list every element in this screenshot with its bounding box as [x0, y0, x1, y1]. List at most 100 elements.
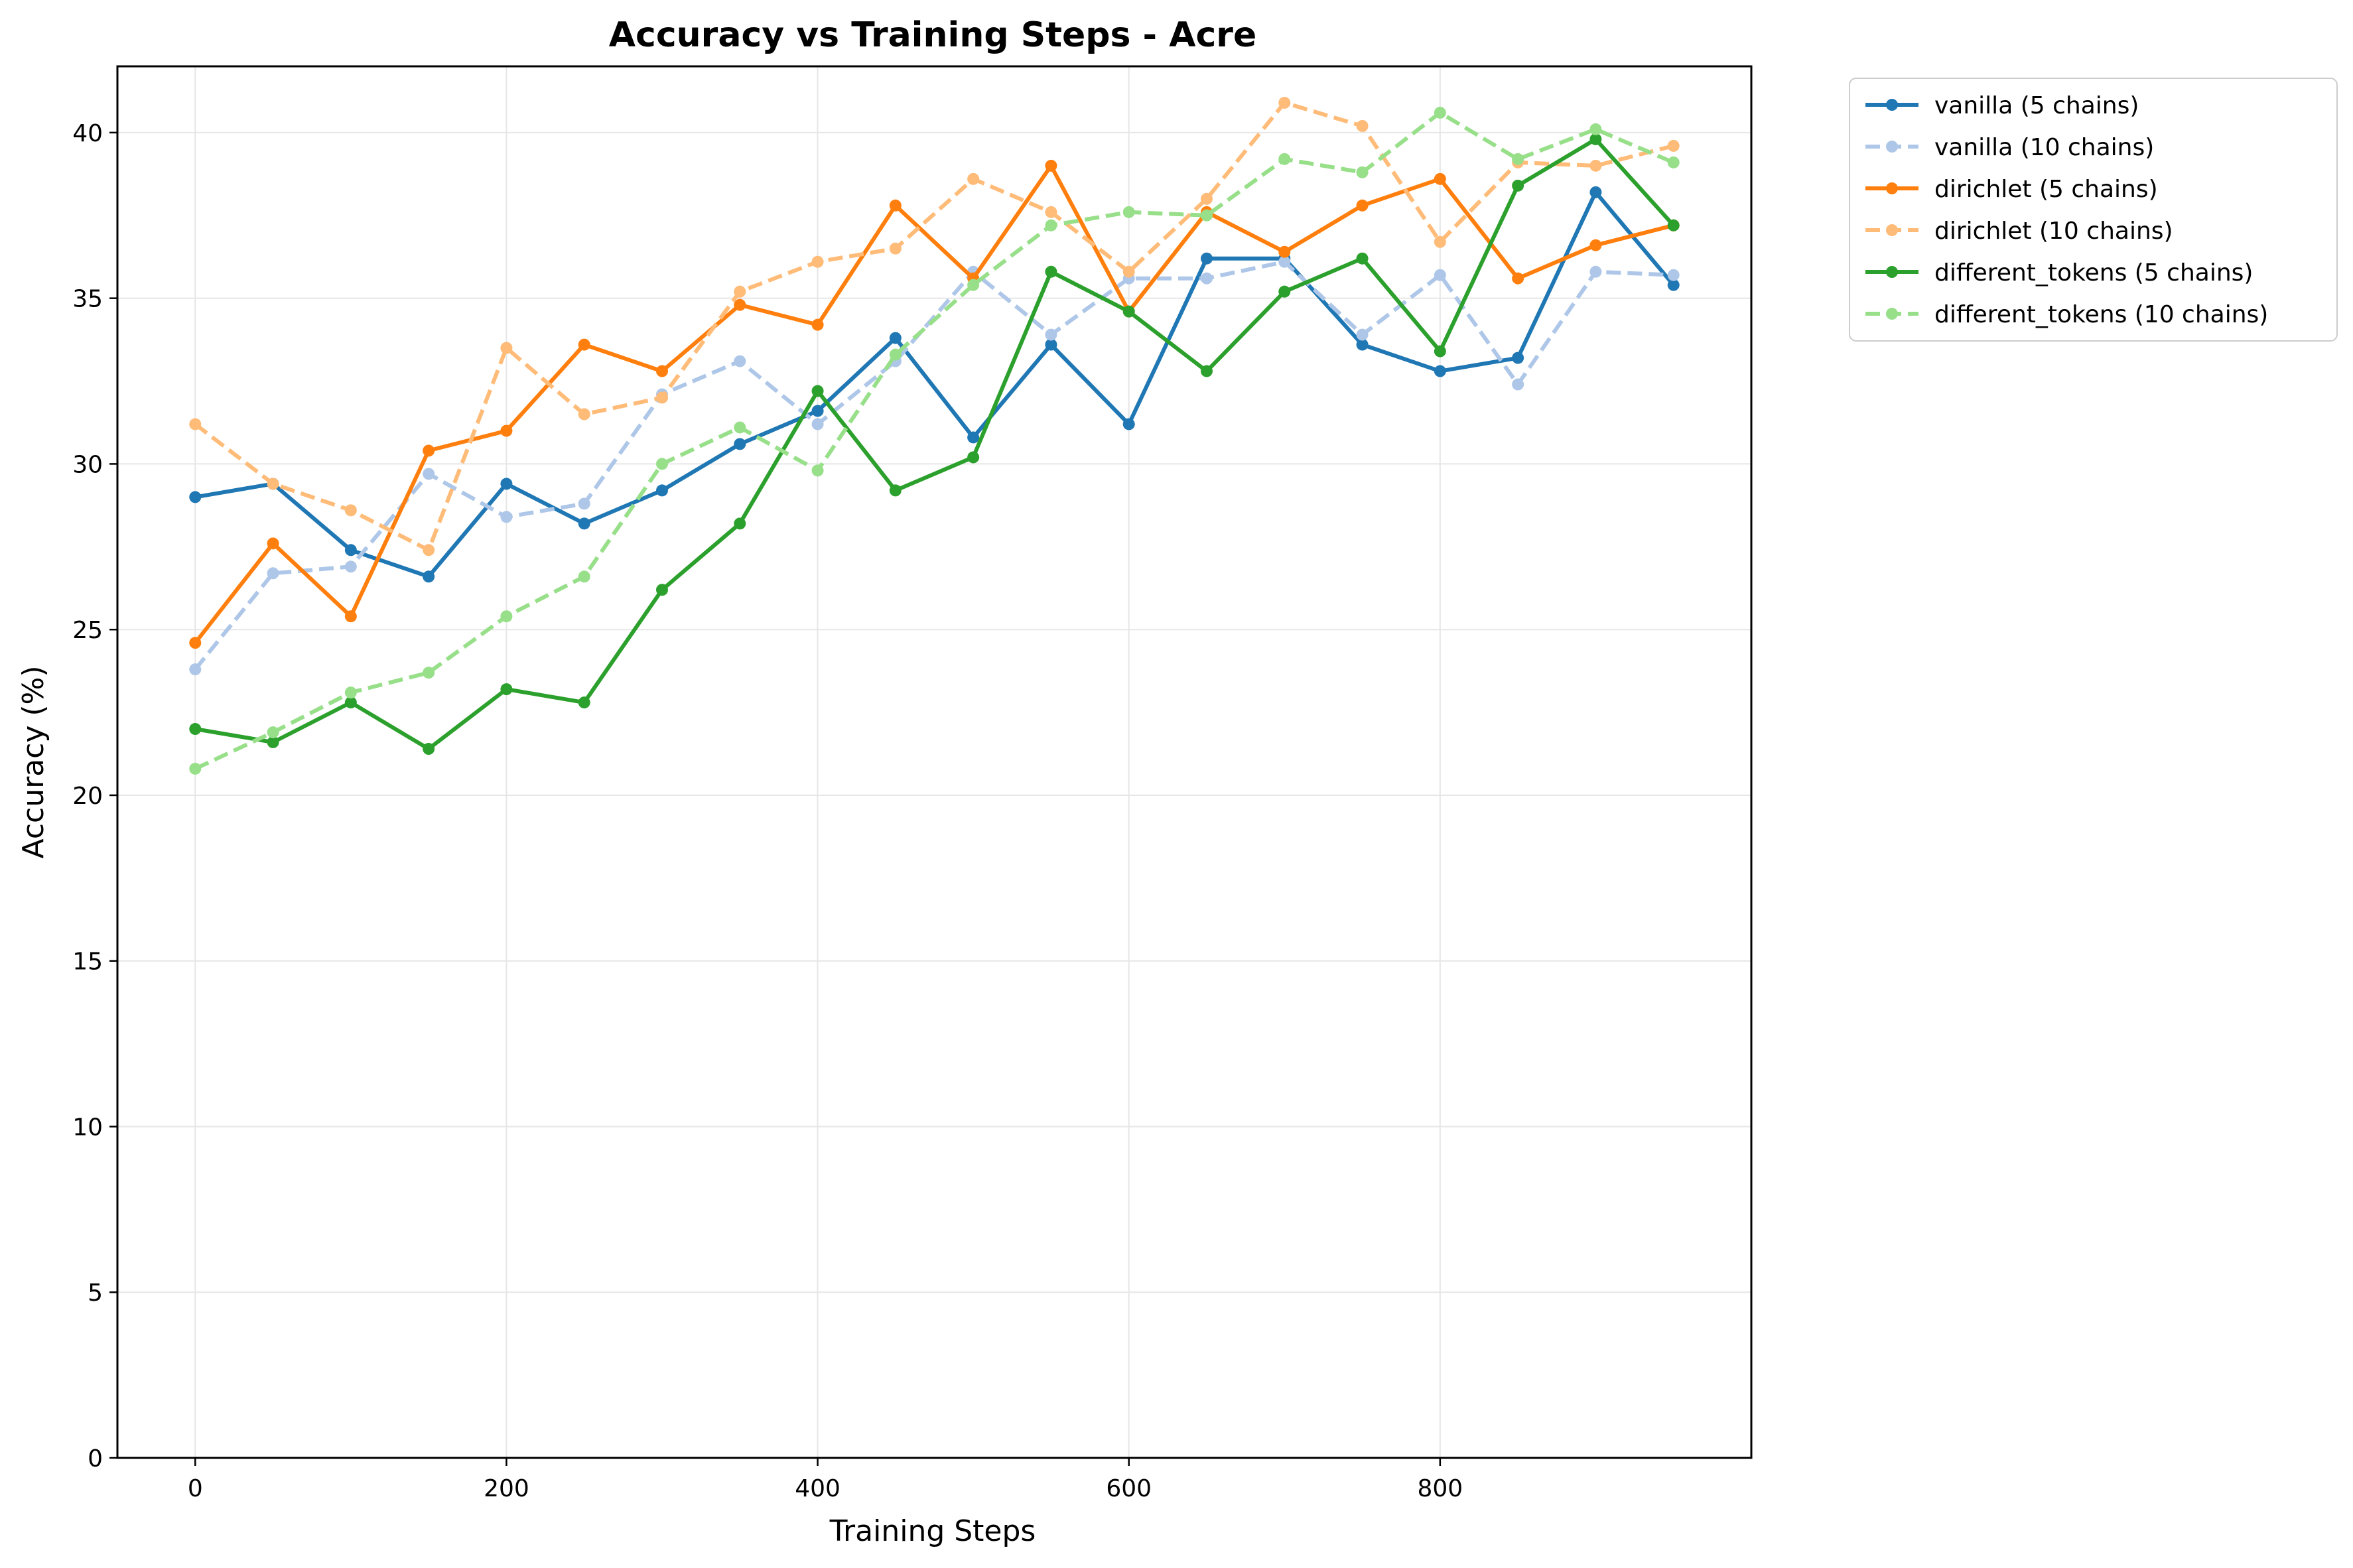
- data-point: [734, 285, 746, 298]
- data-point: [734, 355, 746, 367]
- legend-label: dirichlet (10 chains): [1934, 218, 2173, 245]
- data-point: [811, 405, 824, 417]
- data-point: [811, 255, 824, 268]
- data-point: [267, 478, 279, 490]
- data-point: [189, 762, 202, 775]
- data-point: [1278, 245, 1291, 258]
- data-point: [1045, 338, 1057, 351]
- data-point: [578, 497, 590, 510]
- data-point: [1589, 265, 1602, 278]
- data-point: [578, 408, 590, 421]
- series-line: [193, 137, 1676, 751]
- series-line: [193, 163, 1676, 645]
- data-point: [1201, 272, 1213, 285]
- data-point: [967, 279, 980, 291]
- x-tick-label: 0: [188, 1475, 203, 1502]
- data-point: [423, 544, 435, 556]
- chart-title: Accuracy vs Training Steps - Acre: [609, 15, 1256, 55]
- y-tick-label: 20: [72, 783, 103, 810]
- plot-frame: [116, 65, 1753, 1459]
- data-point: [656, 584, 668, 596]
- data-point: [189, 418, 202, 430]
- legend-box: [1849, 78, 2338, 342]
- data-point: [344, 610, 357, 623]
- y-axis-label: Accuracy (%): [17, 665, 50, 858]
- data-point: [578, 517, 590, 530]
- data-point: [1667, 139, 1680, 152]
- data-point: [267, 567, 279, 580]
- data-point: [500, 425, 513, 437]
- data-point: [1045, 328, 1057, 341]
- data-point: [734, 517, 746, 530]
- data-point: [734, 438, 746, 450]
- data-point: [656, 365, 668, 377]
- data-point: [1201, 209, 1213, 222]
- data-point: [1434, 106, 1446, 119]
- data-point: [1278, 153, 1291, 165]
- data-point: [423, 468, 435, 480]
- data-point: [344, 560, 357, 573]
- series-layer: [189, 96, 1680, 775]
- series-line: [193, 190, 1676, 579]
- data-point: [811, 385, 824, 397]
- data-point: [1045, 159, 1057, 172]
- data-point: [267, 537, 279, 550]
- data-point: [1045, 265, 1057, 278]
- data-point: [889, 242, 902, 255]
- y-tick-label: 40: [72, 120, 103, 147]
- data-point: [500, 610, 513, 623]
- y-tick-label: 5: [88, 1279, 103, 1307]
- legend-entry: different_tokens (10 chains): [1865, 301, 2268, 328]
- data-point: [1356, 328, 1369, 341]
- data-point: [578, 696, 590, 709]
- data-point: [500, 683, 513, 696]
- data-point: [189, 637, 202, 649]
- data-point: [500, 511, 513, 523]
- data-point: [1201, 192, 1213, 205]
- data-point: [967, 451, 980, 464]
- grid: [117, 66, 1751, 1459]
- series-5: [189, 106, 1680, 775]
- data-point: [967, 172, 980, 185]
- data-point: [267, 736, 279, 749]
- data-point: [1201, 252, 1213, 265]
- data-point: [1045, 219, 1057, 231]
- data-point: [811, 418, 824, 430]
- x-tick-label: 600: [1106, 1475, 1152, 1502]
- series-line: [194, 110, 1674, 771]
- legend-label: dirichlet (5 chains): [1934, 176, 2158, 203]
- x-tick-label: 800: [1417, 1475, 1463, 1502]
- data-point: [1667, 279, 1680, 291]
- data-point: [423, 570, 435, 583]
- series-0: [189, 186, 1680, 583]
- data-point: [344, 544, 357, 556]
- series-line: [193, 259, 1674, 671]
- data-point: [734, 298, 746, 311]
- data-point: [1356, 338, 1369, 351]
- data-point: [656, 484, 668, 497]
- data-point: [1434, 172, 1446, 185]
- data-point: [1512, 153, 1524, 165]
- data-point: [578, 570, 590, 583]
- series-line: [194, 100, 1674, 553]
- data-point: [1434, 269, 1446, 281]
- data-point: [1201, 365, 1213, 377]
- data-point: [1356, 166, 1369, 178]
- legend-label: vanilla (10 chains): [1934, 134, 2154, 161]
- data-point: [1122, 206, 1135, 218]
- data-point: [1667, 219, 1680, 231]
- data-point: [1512, 378, 1524, 391]
- data-point: [1278, 285, 1291, 298]
- data-point: [656, 391, 668, 404]
- legend-label: different_tokens (10 chains): [1934, 301, 2268, 328]
- data-point: [1356, 252, 1369, 265]
- data-point: [1122, 418, 1135, 430]
- legend-marker: [1886, 308, 1898, 320]
- data-point: [500, 342, 513, 354]
- data-point: [889, 348, 902, 361]
- y-tick-label: 0: [88, 1445, 103, 1472]
- legend-entry: vanilla (10 chains): [1865, 134, 2154, 161]
- x-axis-label: Training Steps: [829, 1514, 1036, 1548]
- data-point: [344, 686, 357, 699]
